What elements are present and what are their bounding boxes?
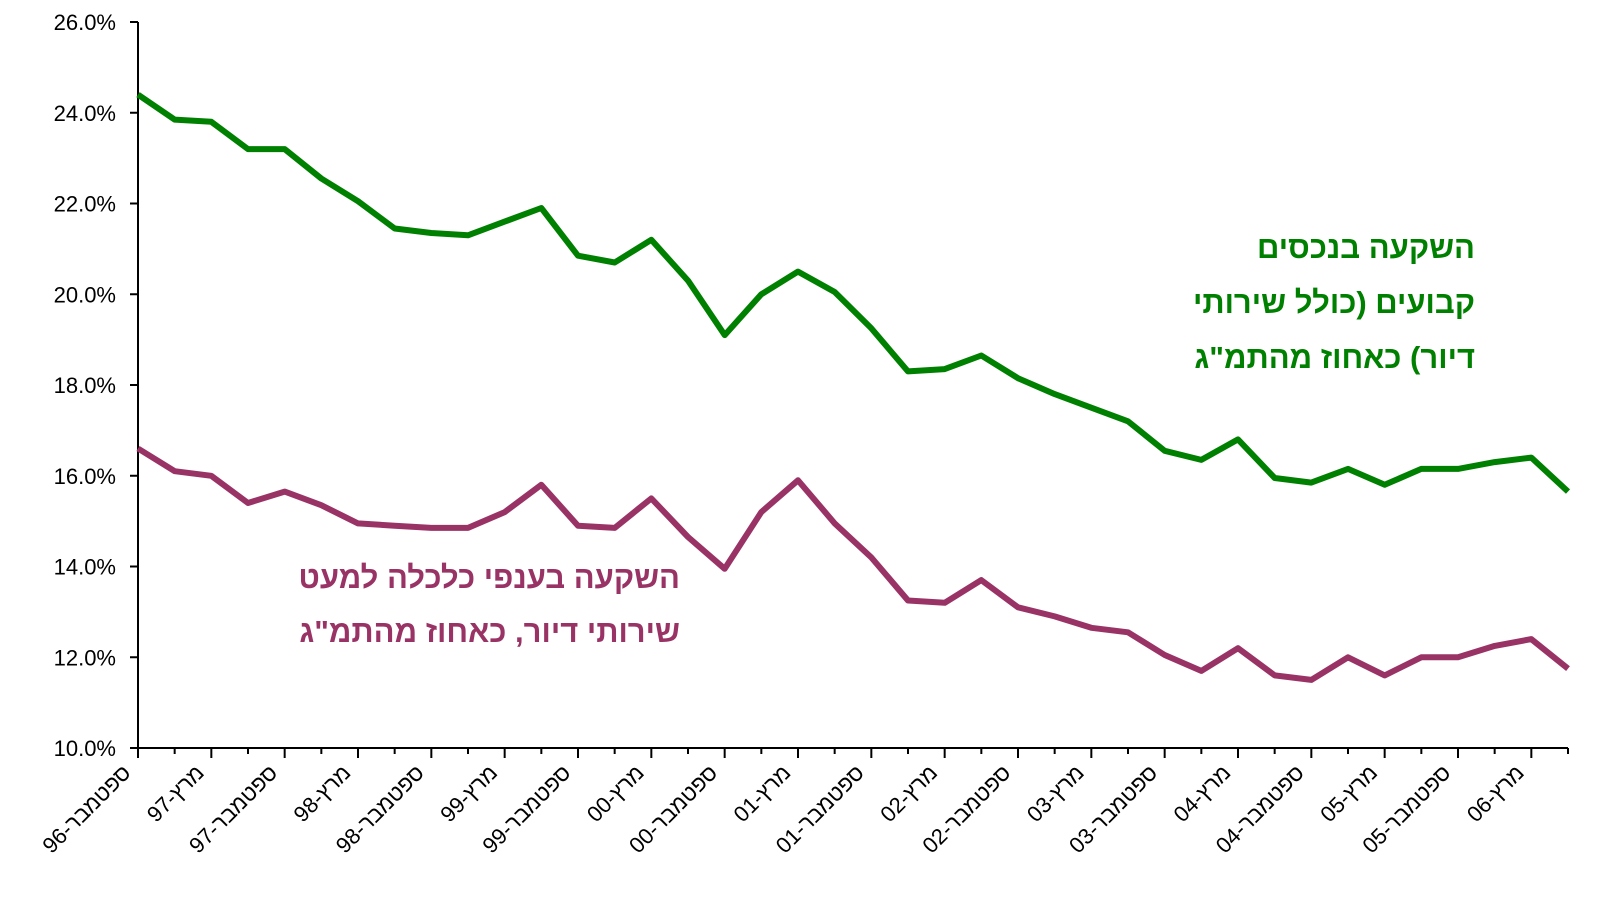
y-tick-label: 18.0% — [54, 373, 116, 398]
x-tick-label: מרץ-97 — [142, 760, 209, 827]
x-tick-label: מרץ-98 — [289, 760, 356, 827]
x-tick-label: ספטמבר-96 — [37, 760, 135, 858]
x-tick-label: מרץ-02 — [875, 760, 942, 827]
y-tick-label: 20.0% — [54, 282, 116, 307]
x-tick-label: מרץ-05 — [1315, 760, 1382, 827]
series-label: השקעה בנכסים — [1257, 230, 1475, 265]
series-label: השקעה בענפי כלכלה למעט — [299, 560, 680, 595]
y-tick-label: 24.0% — [54, 101, 116, 126]
y-tick-label: 22.0% — [54, 192, 116, 217]
y-tick-label: 12.0% — [54, 645, 116, 670]
series-line — [136, 92, 1571, 494]
series-label: קבועים (כולל שירותי — [1193, 285, 1475, 320]
x-tick-label: מרץ-01 — [729, 760, 796, 827]
x-tick-label: מרץ-06 — [1462, 760, 1529, 827]
x-tick-label: מרץ-04 — [1169, 760, 1236, 827]
series-line — [136, 445, 1570, 683]
series-label: שירותי דיור, כאחוז מהתמ"ג — [299, 614, 680, 649]
y-tick-label: 26.0% — [54, 10, 116, 35]
x-tick-label: מרץ-00 — [582, 760, 649, 827]
x-tick-label: מרץ-03 — [1022, 760, 1089, 827]
series-label: דיור) כאחוז מהתמ"ג — [1194, 340, 1475, 375]
y-tick-label: 16.0% — [54, 464, 116, 489]
x-tick-label: מרץ-99 — [435, 760, 502, 827]
y-tick-label: 10.0% — [54, 736, 116, 761]
y-tick-label: 14.0% — [54, 555, 116, 580]
